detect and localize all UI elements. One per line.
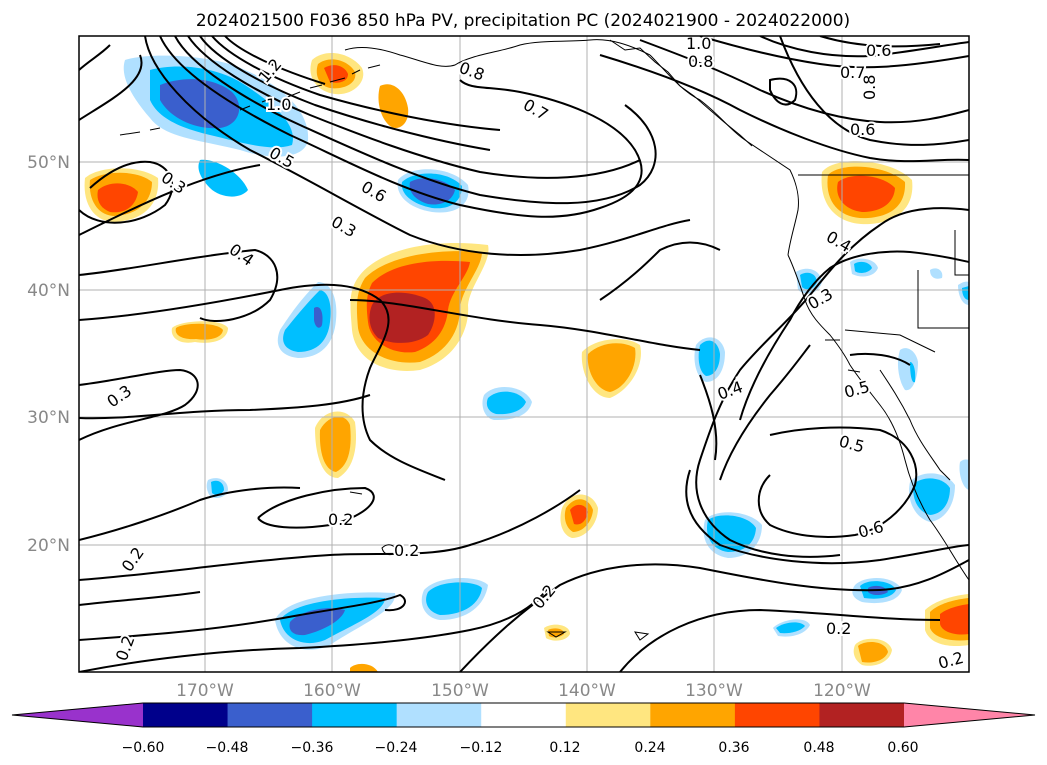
colorbar-segment: [227, 703, 313, 727]
precip-pos-area: [175, 323, 223, 340]
colorbar-extend-min: [12, 703, 143, 727]
lat-label: 50°N: [27, 153, 70, 173]
precip-pos-area: [319, 416, 351, 472]
colorbar-segment: [396, 703, 482, 727]
colorbar-tick-label: 0.12: [549, 740, 580, 756]
precip-pos-area: [587, 343, 636, 392]
precip-neg-area: [486, 391, 526, 415]
contour-label: 0.7: [840, 63, 865, 82]
colorbar-tick-label: 0.24: [634, 740, 665, 756]
coastlines: [119, 39, 969, 641]
colorbar-segment: [819, 703, 905, 727]
colorbar-segment: [312, 703, 398, 727]
precip-neg-area: [283, 290, 331, 352]
lat-label: 20°N: [27, 536, 70, 556]
latitude-labels: 50°N 40°N 30°N 20°N: [27, 153, 70, 556]
contour-label: 0.2: [826, 619, 851, 638]
precip-neg-area: [776, 622, 805, 634]
lat-label: 40°N: [27, 281, 70, 301]
figure-title: 2024021500 F036 850 hPa PV, precipitatio…: [196, 11, 850, 31]
longitude-labels: 170°W 160°W 150°W 140°W 130°W 120°W: [176, 681, 871, 701]
lon-label: 170°W: [176, 681, 234, 701]
colorbar-outline: [11, 702, 1036, 728]
precip-shading: [84, 53, 969, 672]
colorbar-tick-label: −0.48: [206, 740, 249, 756]
colorbar-segment: [565, 703, 651, 727]
lon-label: 150°W: [431, 681, 489, 701]
colorbar: [11, 702, 1036, 728]
lat-label: 30°N: [27, 408, 70, 428]
contour-label: 0.6: [850, 120, 875, 139]
precip-pos-area: [350, 663, 378, 672]
colorbar-ticks: −0.60 −0.48 −0.36 −0.24 −0.12 0.12 0.24 …: [122, 740, 919, 756]
colorbar-segment: [734, 703, 820, 727]
colorbar-tick-label: 0.60: [887, 740, 918, 756]
precip-pos-area: [369, 292, 435, 343]
colorbar-tick-label: −0.12: [460, 740, 503, 756]
contour-label: 0.6: [866, 41, 891, 60]
colorbar-extend-max: [904, 703, 1035, 727]
precip-pos-area: [858, 642, 888, 663]
precip-neg-area: [198, 159, 248, 197]
precip-neg-area: [314, 306, 323, 328]
precip-neg-area: [910, 362, 916, 383]
precip-neg-area: [426, 582, 482, 615]
precip-neg-area: [930, 268, 943, 279]
precip-neg-area: [698, 340, 720, 376]
colorbar-tick-label: 0.48: [803, 740, 834, 756]
contour-label: 1.0: [266, 95, 291, 114]
borders: [798, 174, 969, 353]
precip-neg-area: [160, 79, 240, 129]
precip-pos-area: [570, 504, 588, 525]
lon-label: 140°W: [558, 681, 616, 701]
colorbar-tick-label: −0.36: [291, 740, 334, 756]
colorbar-segment: [650, 703, 736, 727]
map-frame: [78, 35, 970, 673]
colorbar-tick-label: −0.60: [122, 740, 165, 756]
precip-pos-area: [837, 175, 895, 212]
lon-label: 130°W: [685, 681, 743, 701]
colorbar-segment: [143, 703, 229, 727]
contour-label: 0.8: [688, 52, 713, 71]
precip-pos-area: [940, 604, 969, 635]
map-panel: 1.0 0.6 0.8 0.7 0.8 1.2 1.0 0.8 0.7 0.6 …: [78, 34, 970, 673]
lon-label: 120°W: [813, 681, 871, 701]
contour-label: 0.8: [860, 75, 879, 100]
contour-label: 0.2: [328, 510, 353, 529]
lon-label: 160°W: [303, 681, 361, 701]
pv-contours: [79, 36, 969, 672]
precip-pos-area: [97, 183, 138, 213]
contour-label: 1.0: [686, 34, 711, 53]
precip-pos-area: [378, 84, 409, 128]
colorbar-segment: [481, 703, 567, 727]
precip-neg-area: [706, 515, 756, 552]
contour-label: 0.2: [394, 541, 419, 560]
graticule: [79, 36, 969, 672]
precip-neg-area: [959, 459, 969, 490]
colorbar-tick-label: −0.24: [375, 740, 418, 756]
precip-neg-area: [211, 480, 224, 495]
colorbar-tick-label: 0.36: [718, 740, 749, 756]
precip-neg-area: [854, 261, 872, 273]
